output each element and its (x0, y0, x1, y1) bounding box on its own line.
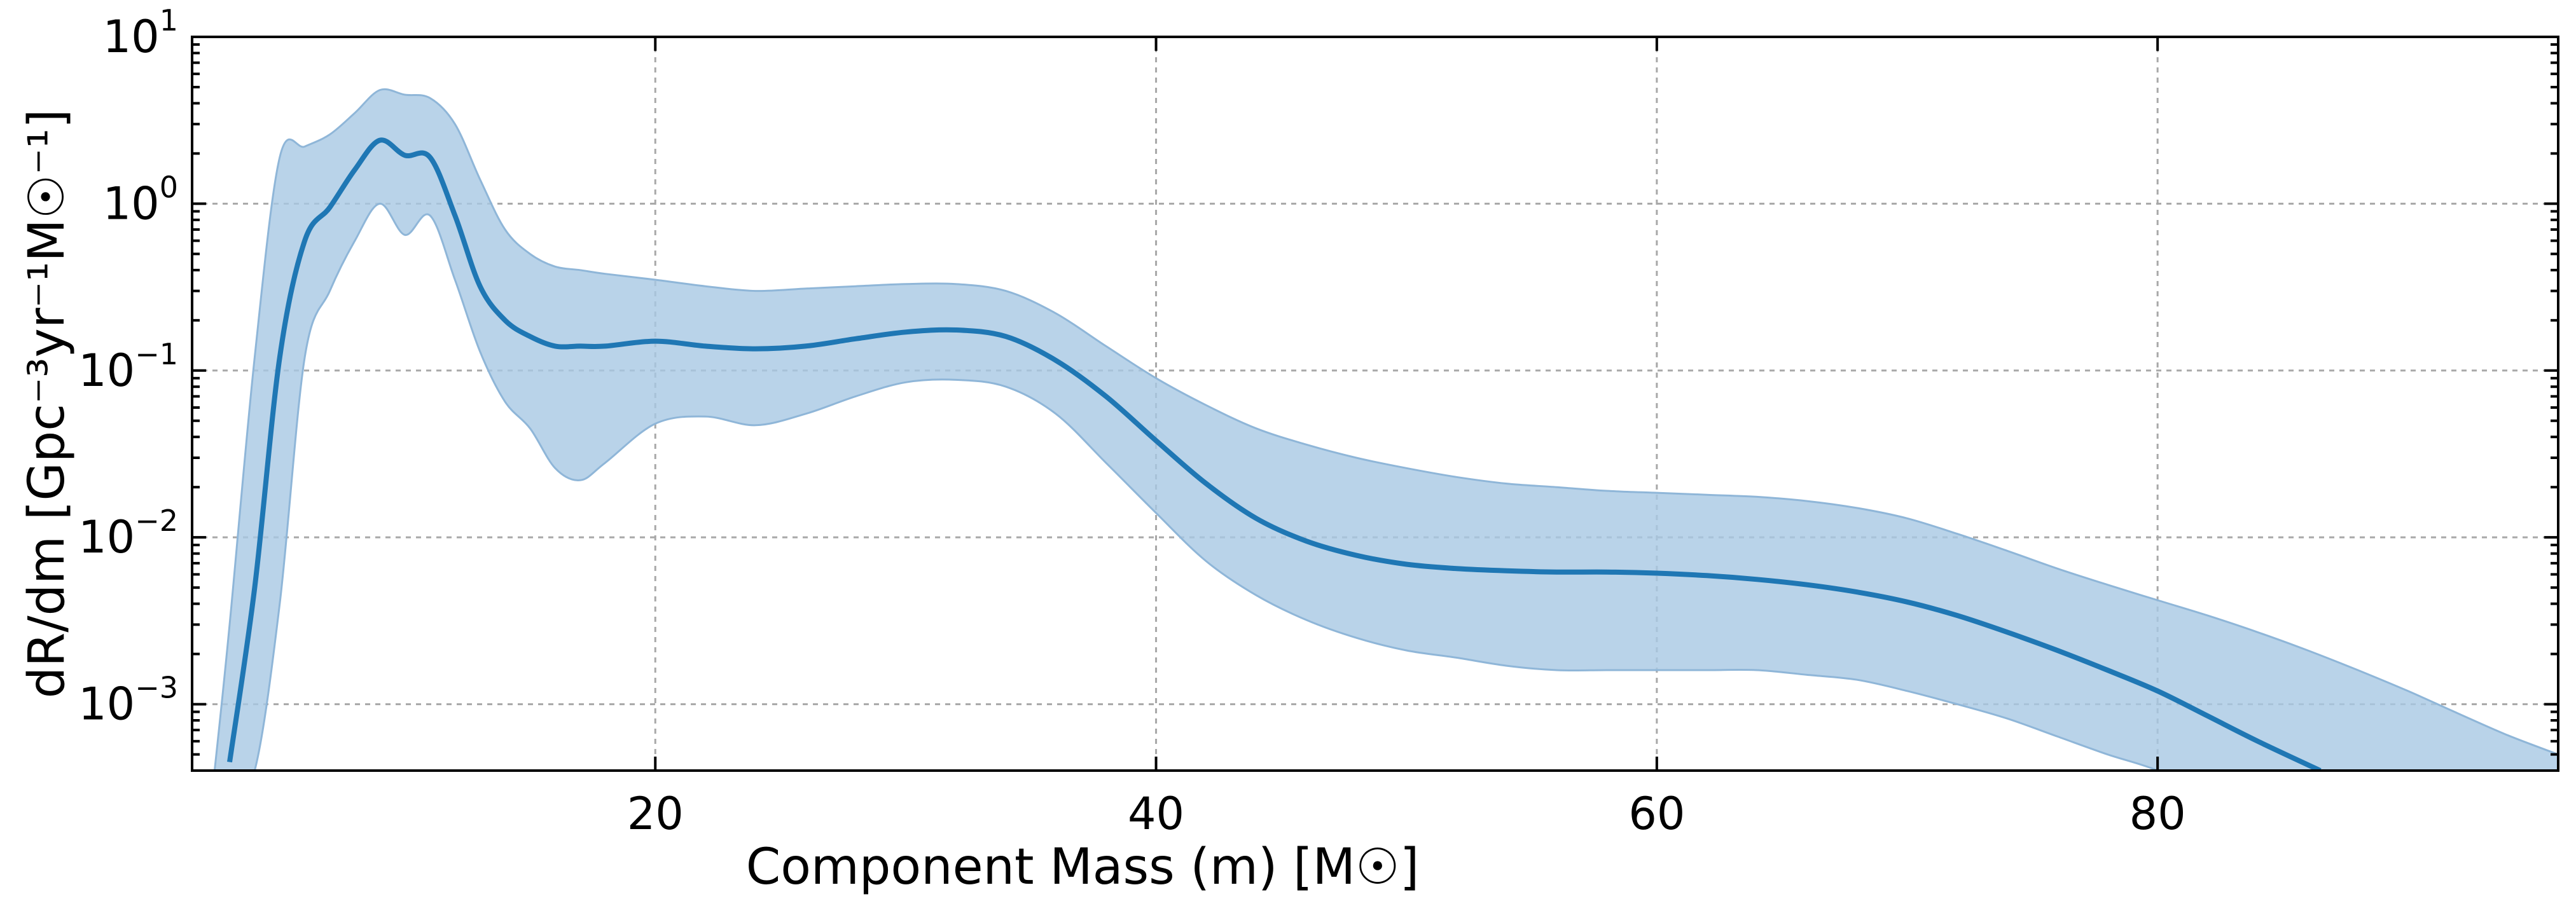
y-tick-base: 10 (103, 177, 160, 230)
y-tick-base: 10 (78, 511, 135, 563)
ticks (192, 36, 2558, 771)
y-axis-label: dR/dm [Gpc⁻³yr⁻¹M☉⁻¹] (18, 109, 76, 699)
y-tick-exponent: −1 (135, 337, 178, 371)
confidence-band (213, 88, 2558, 771)
y-tick-exponent: 0 (160, 170, 178, 204)
y-tick-label: 100 (103, 170, 178, 230)
x-axis-label: Component Mass (m) [M☉] (746, 839, 1420, 896)
y-tick-base: 10 (103, 11, 160, 63)
y-tick-label: 10−3 (78, 671, 178, 731)
median-line (227, 137, 2322, 771)
y-tick-exponent: 1 (160, 3, 178, 38)
y-tick-base: 10 (78, 678, 135, 731)
plot-frame (191, 36, 2559, 772)
y-tick-label: 101 (103, 3, 178, 63)
y-tick-exponent: −2 (135, 504, 178, 538)
x-tick-label: 40 (1128, 788, 1184, 840)
y-tick-exponent: −3 (135, 671, 178, 705)
x-tick-label: 20 (627, 788, 684, 840)
x-tick-label: 60 (1628, 788, 1685, 840)
y-tick-base: 10 (78, 345, 135, 397)
y-tick-label: 10−2 (78, 504, 178, 563)
y-tick-label: 10−1 (78, 337, 178, 397)
x-tick-label: 80 (2129, 788, 2186, 840)
